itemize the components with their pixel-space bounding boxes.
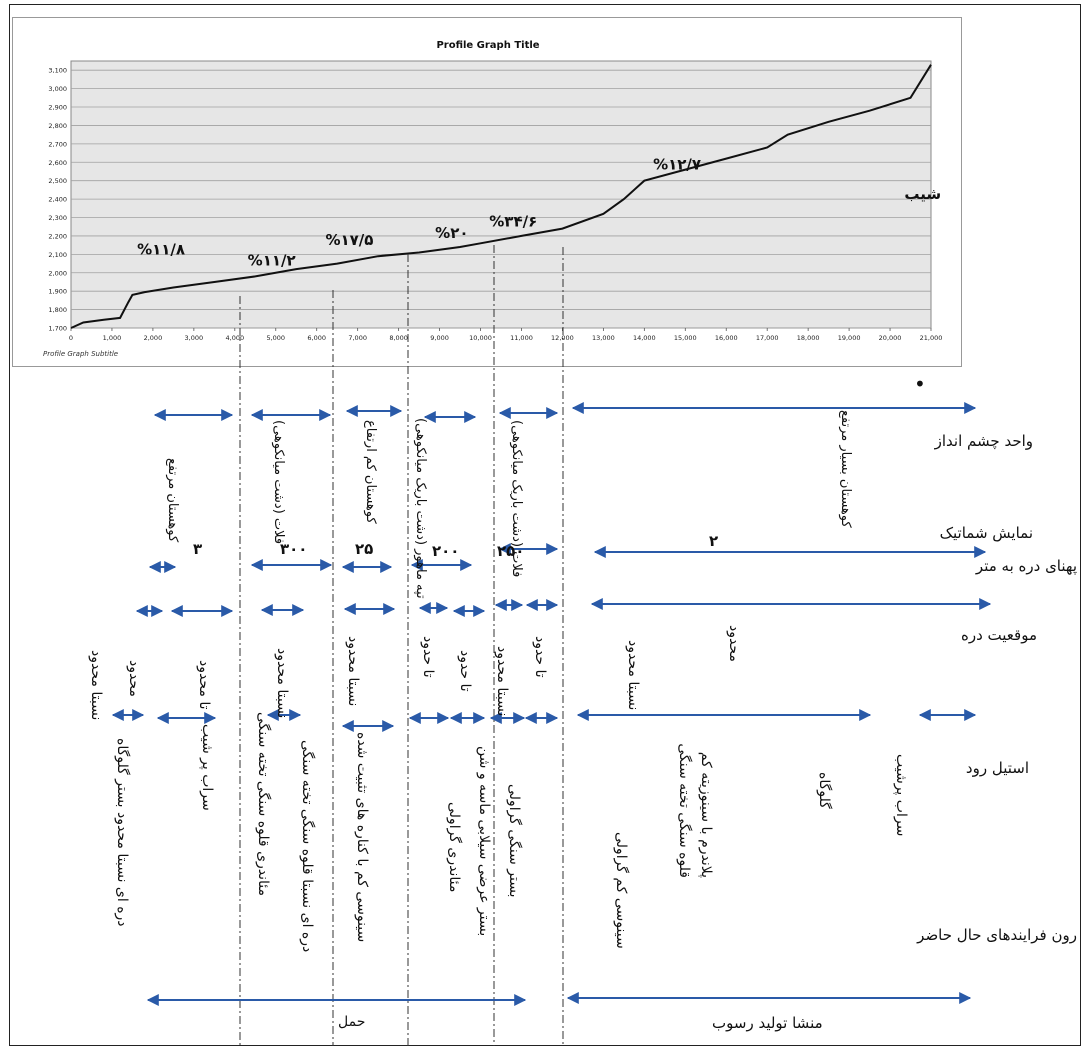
row-label-landscape: واحد چشم انداز	[935, 432, 1033, 450]
width-value-3: ۲۵	[355, 540, 373, 558]
position-label-3: تا محدود	[196, 660, 212, 710]
style-label-1: دره ای نسبتا محدود بستر گلوگاه	[114, 738, 130, 927]
style-label-4: دره ای نسبتا قلوه سنگی تخته سنگی	[299, 740, 315, 952]
position-label-2: محدود	[126, 660, 142, 697]
width-value-6: ۲	[709, 532, 718, 550]
style-label-3: مئاندری قلوه سنگی تخته سنگی	[255, 712, 271, 896]
style-label-7: بستر عرضی سیلابی ماسه و شن	[476, 746, 492, 936]
row-label-style: استیل رود	[966, 759, 1029, 777]
style-label-11: گلوگاه	[816, 772, 832, 809]
style-label-12: سراب پرشیب	[893, 754, 909, 836]
position-label-11: محدود	[726, 625, 742, 662]
style-label-5: سینوسی کم با کناره های تثبیت شده	[354, 732, 370, 942]
row-label-position: موقعیت دره	[961, 626, 1037, 644]
process-label-sediment-source: منشا تولید رسوب	[712, 1014, 823, 1032]
style-label-8: بستر سنگی گراولی	[506, 784, 522, 898]
landscape-unit-high-mountain: کوهستان مرتفع	[165, 458, 180, 542]
position-label-1: نسبتا محدود	[88, 650, 104, 720]
landscape-unit-hills: تپه ماهور (دشت باریک میانکوهی)	[413, 418, 428, 599]
width-value-2: ۳۰۰	[280, 540, 307, 558]
position-label-7: تا حدود	[457, 650, 473, 692]
style-label-2: سراب پر شیب	[199, 724, 215, 811]
width-value-4: ۲۰۰	[432, 542, 459, 560]
width-value-1: ۳	[193, 540, 202, 558]
marker-dot: •	[914, 372, 926, 396]
style-label-6: مئاندری گراولی	[446, 802, 462, 892]
position-label-9: تا حدود	[532, 636, 548, 678]
landscape-unit-low-mountain: کوهستان کم ارتفاع	[363, 420, 378, 524]
row-label-schematic: نمایش شماتیک	[940, 524, 1033, 542]
landscape-unit-very-high-mountain: کوهستان بسیار مرتفع	[838, 410, 853, 528]
landscape-unit-plateau: فلات (دشت میانکوهی)	[271, 420, 286, 544]
style-label-10: پلاندرم با سینوزیته کم قلوه سنگی تخته سن…	[673, 738, 717, 878]
position-label-6: تا حدود	[420, 636, 436, 678]
style-label-9: سینوسی کم گراولی	[613, 832, 629, 949]
position-label-8: نسبتا محدود	[494, 646, 510, 716]
width-value-5: ۲۵۰	[497, 542, 524, 560]
position-label-4: نسبتا محدود	[274, 648, 290, 718]
row-label-processes: رون فرایندهای حال حاضر	[917, 926, 1077, 944]
process-label-transport: حمل	[338, 1014, 365, 1030]
row-label-width: پهنای دره به متر	[976, 557, 1077, 575]
position-label-10: نسبتا محدود	[625, 640, 641, 710]
position-label-5: نسبتا محدود	[345, 636, 361, 706]
